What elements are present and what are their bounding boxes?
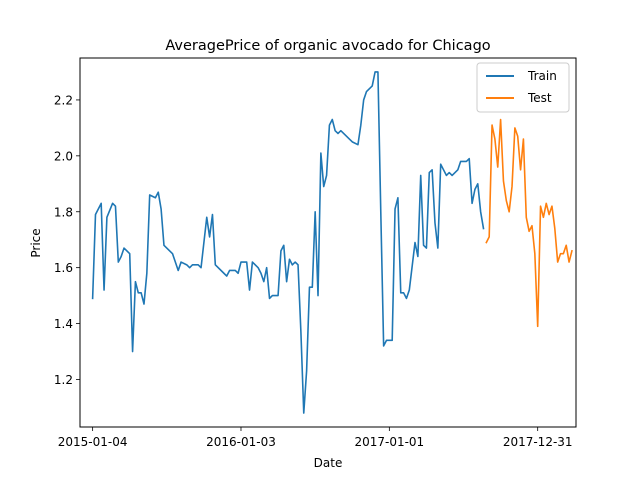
series-line-train [91,71,485,414]
axes-frame [79,57,577,428]
y-tick-label: 1.6 [54,261,73,275]
y-axis: 1.2 1.4 1.6 1.8 2.0 2.2 [54,93,80,387]
y-tick-label: 2.0 [54,149,73,163]
series-line-test [485,118,573,328]
legend-label-test: Test [527,91,552,105]
x-tick-label: 2017-12-31 [503,435,573,449]
x-tick-label: 2017-01-01 [354,435,424,449]
x-axis: 2015-01-04 2016-01-03 2017-01-01 2017-12-31 [58,427,573,449]
y-tick-label: 1.2 [54,373,73,387]
y-tick-label: 1.4 [54,317,73,331]
y-axis-label: Price [29,228,43,257]
x-tick-label: 2015-01-04 [58,435,128,449]
y-tick-label: 2.2 [54,93,73,107]
y-tick-label: 1.8 [54,205,73,219]
x-tick-label: 2016-01-03 [206,435,276,449]
plot-area [79,57,577,428]
series-layer [91,71,573,414]
chart-title: AveragePrice of organic avocado for Chic… [165,38,490,54]
legend-label-train: Train [527,69,557,83]
legend: Train Test [476,62,570,113]
x-axis-label: Date [314,456,343,470]
